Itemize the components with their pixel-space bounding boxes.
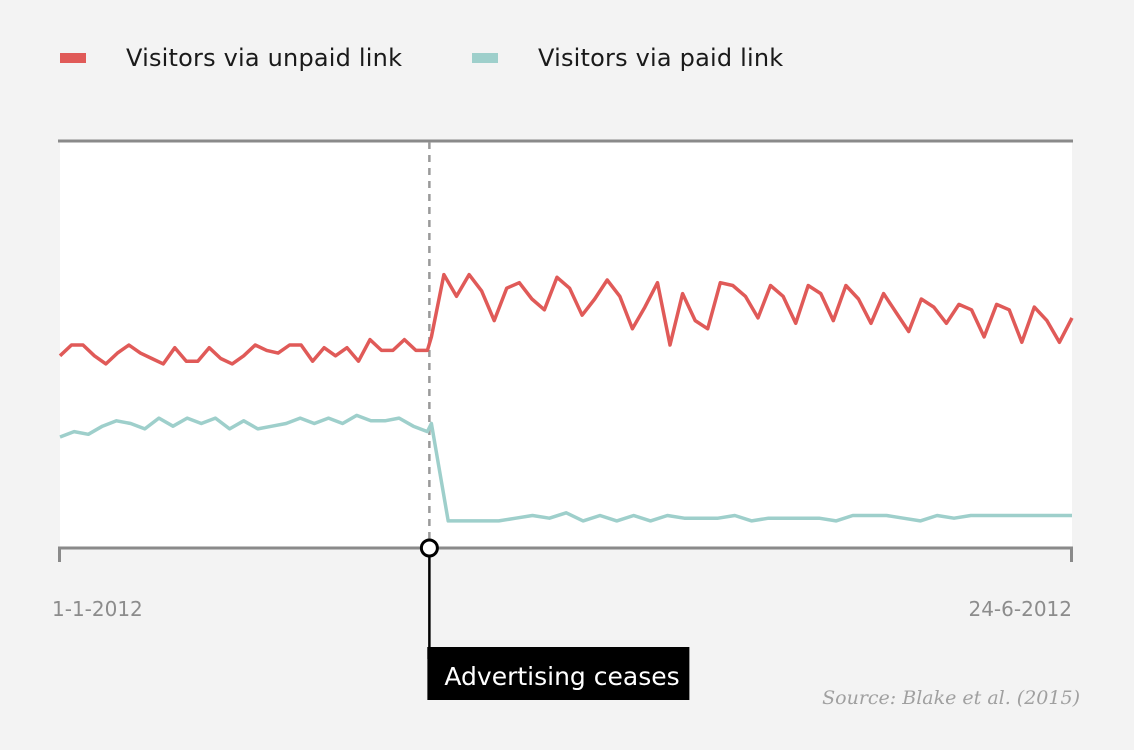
annotation-label: Advertising ceases	[427, 647, 690, 700]
legend-swatch-paid	[472, 53, 498, 63]
legend-label-paid: Visitors via paid link	[538, 44, 784, 72]
plot-area	[60, 142, 1072, 548]
series-line-unpaid	[58, 272, 1074, 366]
source-note: Source: Blake et al. (2015)	[822, 687, 1080, 709]
x-tick-label-end: 24-6-2012	[968, 597, 1072, 621]
annotation-text: Advertising ceases	[444, 662, 679, 691]
series-line-paid	[59, 413, 1072, 523]
legend-item-unpaid: Visitors via unpaid link	[60, 44, 402, 72]
legend-label-unpaid: Visitors via unpaid link	[126, 44, 403, 72]
legend-swatch-unpaid	[60, 53, 86, 63]
annotation-label-notch	[427, 647, 442, 659]
annotation-marker	[419, 538, 439, 558]
x-tick-label-start: 1-1-2012	[52, 597, 143, 621]
legend-item-paid: Visitors via paid link	[472, 44, 783, 72]
annotation-label-box	[427, 647, 690, 700]
